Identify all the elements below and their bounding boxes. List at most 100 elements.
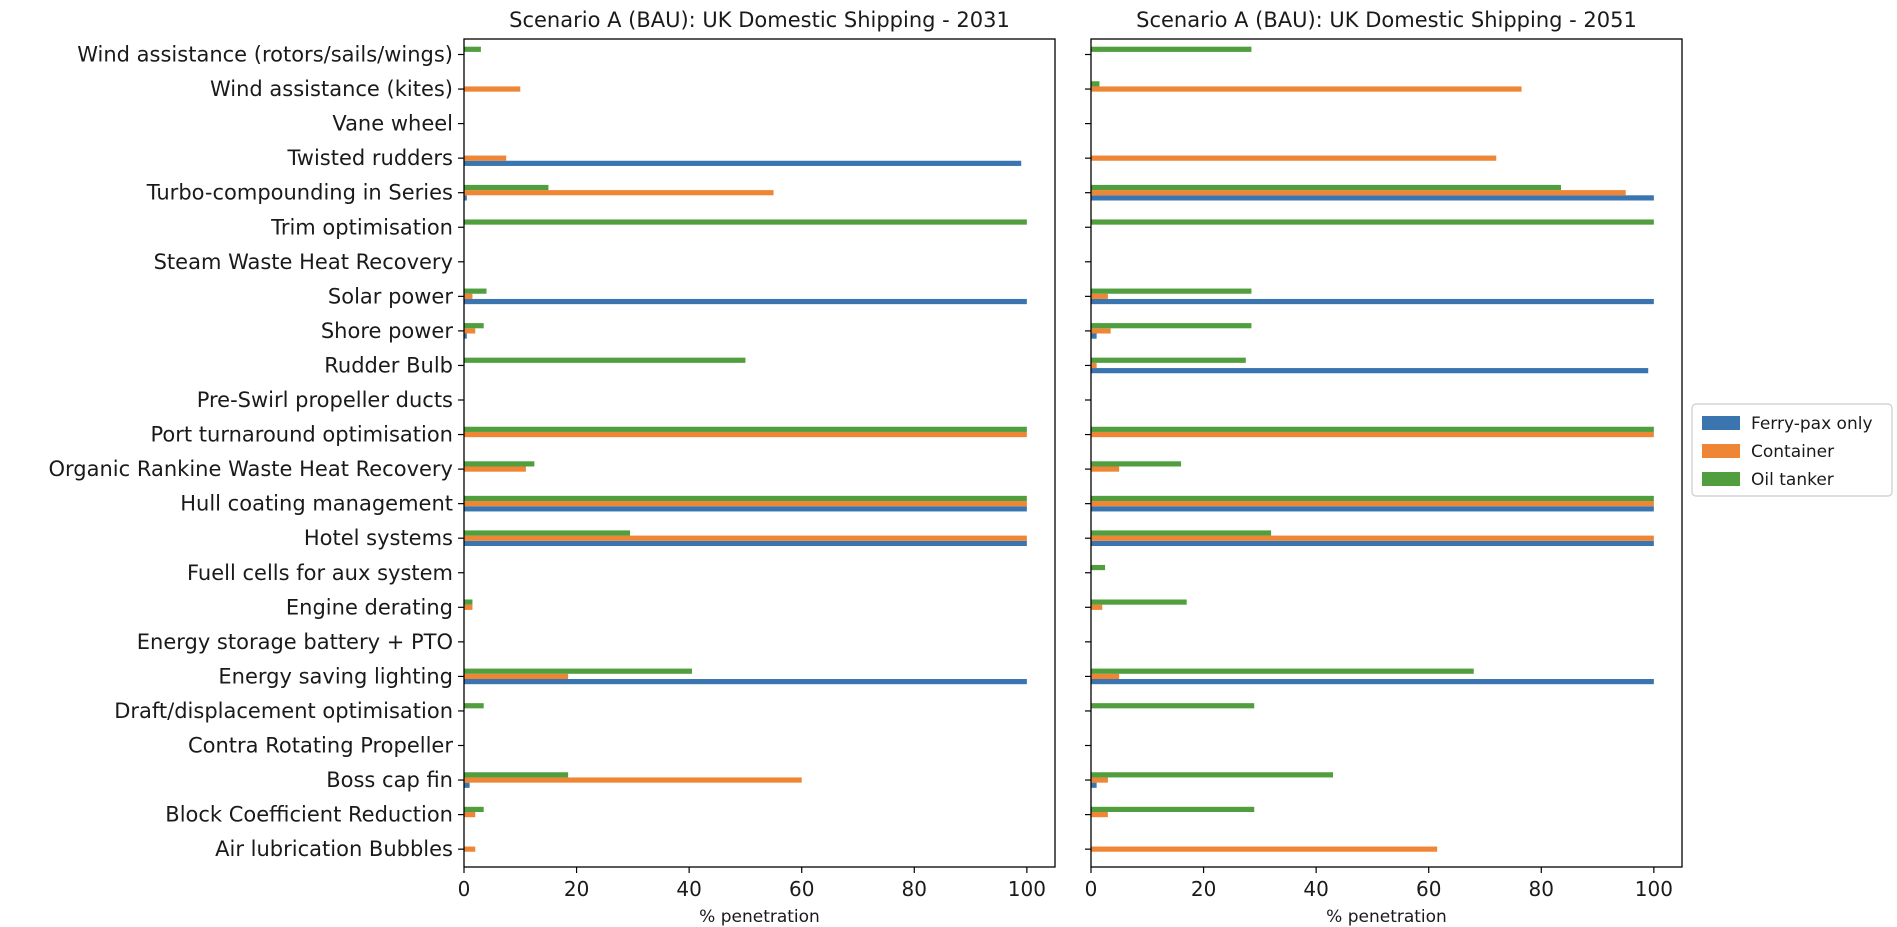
bar-ferry-pax-only-8 <box>464 298 1027 305</box>
bar-ferry-pax-only-9 <box>1091 333 1097 339</box>
x-tick-label: 0 <box>1085 877 1098 901</box>
category-label: Organic Rankine Waste Heat Recovery <box>49 457 454 481</box>
legend-swatch <box>1702 416 1740 430</box>
bar-oil-tanker-10 <box>1091 357 1246 363</box>
bar-ferry-pax-only-10 <box>1091 368 1649 374</box>
bar-ferry-pax-only-14 <box>1091 506 1654 512</box>
bar-container-12 <box>464 431 1027 438</box>
category-label: Wind assistance (rotors/sails/wings) <box>77 43 453 67</box>
bar-oil-tanker-6 <box>464 219 1027 225</box>
bar-oil-tanker-9 <box>464 323 484 329</box>
bar-container-5 <box>464 190 774 196</box>
bar-container-24 <box>1091 846 1438 852</box>
bar-oil-tanker-20 <box>464 703 484 709</box>
legend-swatch <box>1702 472 1740 486</box>
category-label: Shore power <box>321 319 454 343</box>
bar-oil-tanker-19 <box>464 668 692 674</box>
chart-panel-1: Wind assistance (rotors/sails/wings) Wind… <box>49 8 1056 927</box>
bar-container-13 <box>464 466 526 472</box>
bar-oil-tanker-23 <box>1091 806 1255 812</box>
panel-title: Scenario A (BAU): UK Domestic Shipping -… <box>1136 8 1637 32</box>
bar-oil-tanker-15 <box>464 530 631 536</box>
bar-container-19 <box>1091 673 1120 679</box>
bar-oil-tanker-9 <box>1091 323 1252 329</box>
bar-container-19 <box>464 673 569 679</box>
category-label: Energy saving lighting <box>218 664 453 688</box>
category-label: Pre-Swirl propeller ducts <box>197 388 453 412</box>
bar-container-17 <box>464 604 473 610</box>
category-label: Fuell cells for aux system <box>187 561 453 585</box>
legend-label: Oil tanker <box>1751 470 1834 490</box>
bar-container-14 <box>464 501 1027 507</box>
bar-oil-tanker-10 <box>464 357 746 363</box>
bar-oil-tanker-14 <box>464 495 1027 502</box>
category-label: Energy storage battery + PTO <box>137 630 453 654</box>
x-tick-label: 40 <box>676 877 701 901</box>
bar-ferry-pax-only-19 <box>464 679 1027 685</box>
category-label: Trim optimisation <box>270 215 453 239</box>
bar-container-8 <box>1091 293 1108 299</box>
bar-oil-tanker-2 <box>1091 81 1100 87</box>
bar-container-22 <box>464 777 802 783</box>
bar-ferry-pax-only-5 <box>464 195 467 201</box>
category-label: Boss cap fin <box>326 768 453 792</box>
bar-ferry-pax-only-19 <box>1091 679 1654 685</box>
category-label: Block Coefficient Reduction <box>165 803 453 827</box>
bar-oil-tanker-16 <box>1091 564 1106 571</box>
bar-ferry-pax-only-4 <box>464 160 1022 166</box>
panel-title: Scenario A (BAU): UK Domestic Shipping -… <box>509 8 1010 32</box>
category-label: Rudder Bulb <box>324 353 453 377</box>
bar-oil-tanker-13 <box>464 461 535 467</box>
bar-container-15 <box>464 535 1027 541</box>
bar-ferry-pax-only-22 <box>1091 782 1097 788</box>
category-label: Vane wheel <box>332 112 453 136</box>
bar-container-9 <box>464 328 476 334</box>
bar-ferry-pax-only-15 <box>1091 540 1654 546</box>
plot-frame <box>463 38 1056 868</box>
bar-oil-tanker-8 <box>1091 288 1252 294</box>
bar-container-13 <box>1091 466 1120 472</box>
x-tick-label: 80 <box>1529 877 1554 901</box>
legend-label: Ferry-pax only <box>1751 414 1873 434</box>
bar-container-23 <box>1091 812 1108 818</box>
bar-container-23 <box>464 812 476 818</box>
x-tick-label: 60 <box>1416 877 1441 901</box>
bar-ferry-pax-only-15 <box>464 540 1027 546</box>
category-label: Turbo-compounding in Series <box>146 181 453 205</box>
bar-oil-tanker-6 <box>1091 219 1654 225</box>
bar-oil-tanker-17 <box>464 599 473 605</box>
category-label: Steam Waste Heat Recovery <box>154 250 453 274</box>
legend-box <box>1691 403 1893 497</box>
plot-frame <box>1090 38 1683 868</box>
bar-oil-tanker-5 <box>1091 184 1561 191</box>
category-label: Engine derating <box>286 595 453 619</box>
x-tick-label: 80 <box>902 877 927 901</box>
x-tick-label: 40 <box>1303 877 1328 901</box>
category-label: Draft/displacement optimisation <box>114 699 453 723</box>
category-label: Contra Rotating Propeller <box>188 734 453 758</box>
bar-container-17 <box>1091 604 1103 610</box>
bar-ferry-pax-only-9 <box>464 333 467 339</box>
category-label: Port turnaround optimisation <box>150 423 453 447</box>
x-tick-label: 20 <box>564 877 589 901</box>
bar-oil-tanker-8 <box>464 288 487 294</box>
bar-oil-tanker-5 <box>464 184 549 191</box>
category-label: Air lubrication Bubbles <box>215 837 453 861</box>
category-label: Twisted rudders <box>286 146 453 170</box>
legend-swatch <box>1702 444 1740 458</box>
legend-label: Container <box>1751 442 1834 462</box>
bar-oil-tanker-14 <box>1091 495 1654 502</box>
bar-oil-tanker-22 <box>464 772 569 778</box>
bar-oil-tanker-20 <box>1091 703 1255 709</box>
bar-container-2 <box>1091 86 1522 92</box>
bar-container-4 <box>464 155 507 161</box>
bar-oil-tanker-19 <box>1091 668 1474 674</box>
bar-oil-tanker-1 <box>1091 46 1252 52</box>
bar-ferry-pax-only-14 <box>464 506 1027 512</box>
bar-ferry-pax-only-5 <box>1091 195 1654 201</box>
bar-container-9 <box>1091 328 1111 334</box>
bar-oil-tanker-15 <box>1091 530 1272 536</box>
category-label: Hull coating management <box>180 492 453 516</box>
bar-container-4 <box>1091 155 1497 161</box>
